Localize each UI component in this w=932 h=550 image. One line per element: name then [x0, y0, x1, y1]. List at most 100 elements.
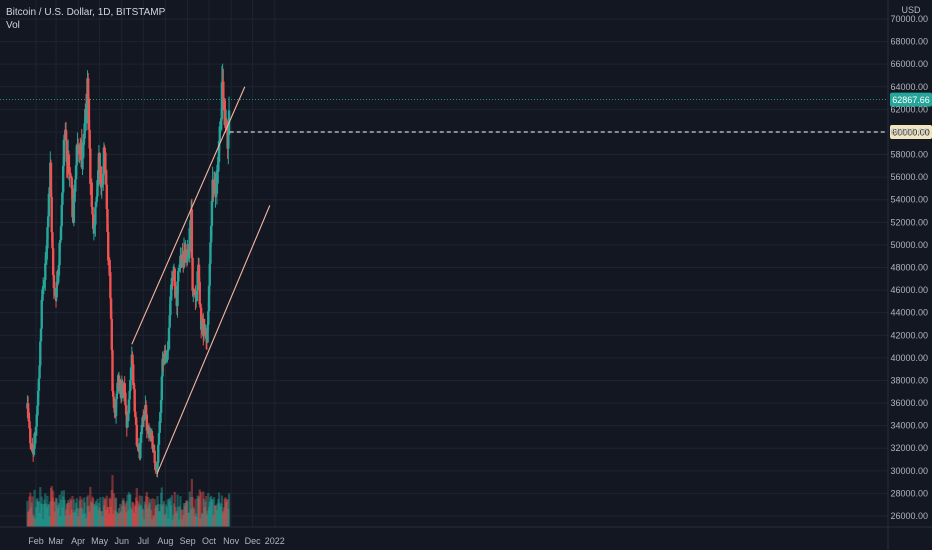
candle-body — [189, 221, 192, 229]
volume-bar — [180, 519, 183, 527]
volume-bar — [121, 500, 124, 527]
volume-bar — [48, 516, 51, 527]
volume-bar — [159, 504, 162, 527]
volume-bar — [227, 493, 231, 527]
volume-bar — [93, 506, 96, 527]
volume-bar — [72, 499, 75, 527]
candle-body — [140, 424, 144, 432]
candle-body — [159, 412, 162, 422]
candle-body — [73, 191, 76, 198]
volume-bar — [177, 507, 180, 527]
candle-body — [199, 307, 203, 330]
volume-bar — [136, 500, 139, 527]
candle-body — [217, 162, 220, 170]
candle-body — [151, 435, 154, 449]
candle-body — [93, 224, 96, 227]
candle-body — [62, 139, 66, 166]
candle-body — [87, 98, 91, 130]
candle-body — [104, 152, 107, 170]
volume-bar — [92, 498, 95, 527]
candle-body — [61, 192, 64, 205]
candle-body — [142, 418, 146, 420]
candle-body — [41, 289, 44, 301]
time-tick-label: May — [91, 536, 109, 546]
horizontal-level-tag — [890, 124, 932, 139]
volume-bar — [37, 501, 40, 527]
volume-bar — [57, 502, 60, 527]
volume-bar — [51, 497, 54, 527]
time-axis[interactable]: Feb Mar Apr May Jun Jul Aug Sep Oct Nov Dec 2022 — [0, 526, 932, 546]
candle-body — [82, 133, 86, 143]
candle-body — [184, 249, 188, 262]
volume-bar — [59, 516, 62, 527]
trend-line[interactable] — [131, 86, 246, 345]
time-tick-label: Apr — [71, 536, 85, 546]
volume-bar — [150, 519, 153, 527]
volume-bar — [145, 492, 148, 527]
candle-body — [115, 393, 118, 400]
price-tick-label: 32000.00 — [890, 443, 928, 453]
candle-body — [191, 257, 194, 291]
candle-body — [53, 287, 56, 295]
volume-bar — [152, 516, 156, 527]
volume-bar — [31, 496, 34, 527]
volume-bars — [26, 475, 231, 527]
volume-bar — [166, 499, 169, 527]
candle-body — [199, 304, 202, 308]
candle-body — [40, 300, 43, 329]
candle-body — [47, 193, 51, 217]
volume-bar — [217, 492, 221, 527]
volume-bar — [186, 501, 189, 527]
candle-body — [178, 265, 181, 268]
volume-bar — [218, 502, 221, 527]
volume-bar — [69, 498, 72, 527]
candle-body — [51, 232, 54, 249]
candle-body — [154, 463, 157, 470]
candle-body — [65, 140, 68, 162]
candle-body — [119, 380, 122, 395]
candle-body — [137, 446, 140, 448]
candle-body — [149, 432, 153, 436]
volume-bar — [75, 498, 78, 527]
volume-bar — [184, 502, 187, 527]
candle-body — [95, 196, 98, 202]
candle-body — [188, 228, 191, 252]
volume-bar — [209, 497, 212, 527]
candle-body — [135, 424, 139, 446]
volume-bar — [148, 502, 151, 527]
volume-bar — [30, 502, 33, 527]
volume-bar — [195, 513, 198, 527]
candle-body — [124, 405, 128, 415]
trend-line[interactable] — [156, 205, 271, 475]
volume-bar — [110, 490, 113, 527]
volume-bar — [122, 498, 125, 527]
volume-bar — [106, 507, 109, 527]
volume-bar — [131, 502, 134, 527]
volume-bar — [185, 500, 188, 527]
volume-bar — [109, 507, 113, 527]
volume-bar — [190, 478, 193, 527]
volume-bar — [77, 508, 80, 527]
last-price-tag-text: 62867.66 — [892, 95, 930, 105]
candle-body — [60, 204, 63, 227]
volume-bar — [207, 506, 211, 527]
volume-bar — [177, 519, 181, 527]
candle-body — [157, 444, 160, 463]
volume-bar — [66, 503, 69, 527]
symbol-title[interactable]: Bitcoin / U.S. Dollar, 1D, BITSTAMP — [6, 7, 166, 18]
candle-body — [46, 216, 50, 228]
volume-bar — [162, 503, 165, 527]
volume-bar — [202, 491, 205, 527]
candle-body — [71, 188, 74, 218]
price-axis[interactable]: USD 26000.00 28000.00 30000.00 32000.00 34000… — [887, 0, 928, 550]
candle-body — [129, 367, 133, 380]
volume-bar — [156, 496, 159, 527]
volume-bar — [108, 497, 111, 527]
trend-channel[interactable] — [131, 86, 271, 475]
volume-bar — [222, 507, 226, 527]
volume-bar — [88, 511, 91, 527]
volume-bar — [84, 513, 87, 527]
volume-indicator-label[interactable]: Vol — [6, 20, 20, 31]
volume-bar — [77, 516, 80, 527]
